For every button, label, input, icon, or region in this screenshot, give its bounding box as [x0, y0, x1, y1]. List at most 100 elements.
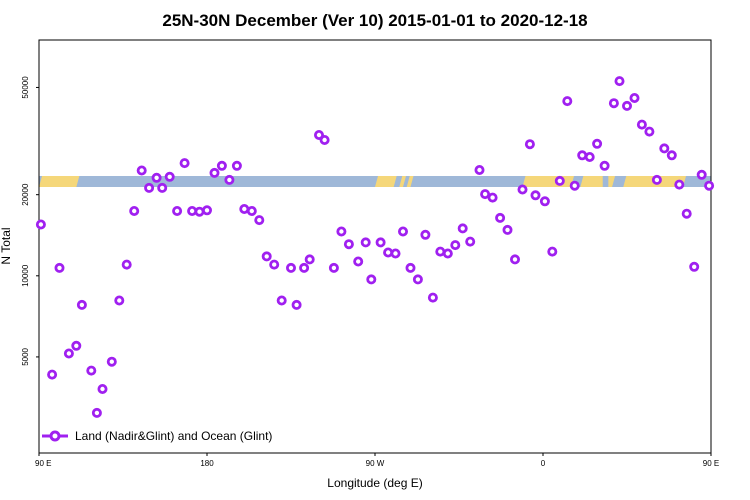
- data-point: [319, 134, 330, 145]
- data-point: [622, 100, 633, 111]
- data-point: [157, 182, 168, 193]
- data-point: [375, 237, 386, 248]
- x-tick-label: 90 E: [35, 459, 51, 468]
- land-ocean-band: [39, 176, 711, 187]
- data-point: [509, 254, 520, 265]
- data-point: [164, 171, 175, 182]
- y-axis-label: N Total: [0, 227, 13, 264]
- y-axis: 5000 10000 20000 50000: [21, 76, 39, 366]
- data-point: [47, 369, 58, 380]
- data-point: [577, 150, 588, 161]
- data-point: [224, 174, 235, 185]
- data-point: [517, 184, 528, 195]
- data-point: [495, 212, 506, 223]
- data-point: [666, 150, 677, 161]
- data-point: [261, 251, 272, 262]
- data-point: [696, 169, 707, 180]
- land-segment: [399, 176, 406, 187]
- data-point: [35, 219, 46, 230]
- data-point: [63, 348, 74, 359]
- data-point: [480, 189, 491, 200]
- data-point: [144, 182, 155, 193]
- data-point: [343, 239, 354, 250]
- data-point: [328, 262, 339, 273]
- data-point: [390, 248, 401, 259]
- x-axis: 90 E 180 90 W 0 90 E: [35, 453, 719, 468]
- data-point: [689, 261, 700, 272]
- data-point: [360, 237, 371, 248]
- data-point: [651, 174, 662, 185]
- data-point: [366, 274, 377, 285]
- land-segment: [406, 176, 414, 187]
- y-tick-label: 10000: [21, 264, 30, 287]
- data-point: [86, 365, 97, 376]
- data-point: [435, 246, 446, 257]
- data-point: [608, 98, 619, 109]
- data-point: [457, 223, 468, 234]
- data-point: [614, 76, 625, 87]
- y-tick-label: 5000: [21, 347, 30, 365]
- data-point: [276, 295, 287, 306]
- data-point: [584, 151, 595, 162]
- data-point: [397, 226, 408, 237]
- data-point: [106, 356, 117, 367]
- land-segment: [39, 176, 80, 187]
- legend-label: Land (Nadir&Glint) and Ocean (Glint): [75, 429, 272, 443]
- data-point: [539, 196, 550, 207]
- data-point: [405, 262, 416, 273]
- data-point: [599, 160, 610, 171]
- data-point: [487, 192, 498, 203]
- data-point: [644, 126, 655, 137]
- data-point: [502, 224, 513, 235]
- legend-marker: [49, 430, 61, 442]
- data-point: [562, 96, 573, 107]
- data-point: [547, 246, 558, 257]
- x-tick-label: 0: [541, 459, 546, 468]
- data-point: [194, 206, 205, 217]
- data-point: [71, 340, 82, 351]
- data-point: [136, 165, 147, 176]
- data-point: [412, 274, 423, 285]
- data-point: [659, 143, 670, 154]
- x-tick-label: 90 W: [366, 459, 385, 468]
- y-tick-label: 50000: [21, 76, 30, 99]
- data-point: [465, 236, 476, 247]
- data-point: [172, 205, 183, 216]
- data-point: [336, 226, 347, 237]
- y-tick-label: 20000: [21, 183, 30, 206]
- data-point: [54, 262, 65, 273]
- data-point: [636, 119, 647, 130]
- data-point: [179, 158, 190, 169]
- ocean-band: [39, 176, 711, 187]
- data-point: [569, 180, 580, 191]
- data-point: [704, 180, 715, 191]
- data-point: [427, 292, 438, 303]
- ocean-gap: [602, 176, 609, 187]
- data-point: [239, 203, 250, 214]
- data-point: [291, 299, 302, 310]
- data-point: [420, 229, 431, 240]
- data-point: [592, 138, 603, 149]
- x-axis-label: Longitude (deg E): [327, 476, 422, 490]
- data-points: [35, 76, 715, 418]
- data-point: [299, 262, 310, 273]
- data-point: [524, 139, 535, 150]
- x-tick-label: 90 E: [703, 459, 719, 468]
- data-point: [450, 240, 461, 251]
- data-point: [114, 295, 125, 306]
- data-point: [151, 172, 162, 183]
- data-point: [254, 215, 265, 226]
- land-segment: [522, 176, 574, 187]
- data-point: [91, 407, 102, 418]
- data-point: [246, 205, 257, 216]
- data-point: [285, 262, 296, 273]
- data-point: [474, 164, 485, 175]
- data-point: [121, 259, 132, 270]
- chart-title: 25N-30N December (Ver 10) 2015-01-01 to …: [162, 11, 587, 30]
- data-point: [269, 259, 280, 270]
- data-point: [681, 208, 692, 219]
- data-point: [209, 167, 220, 178]
- data-point: [674, 179, 685, 190]
- data-point: [629, 93, 640, 104]
